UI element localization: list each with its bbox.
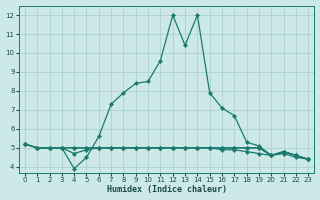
X-axis label: Humidex (Indice chaleur): Humidex (Indice chaleur)	[107, 185, 227, 194]
